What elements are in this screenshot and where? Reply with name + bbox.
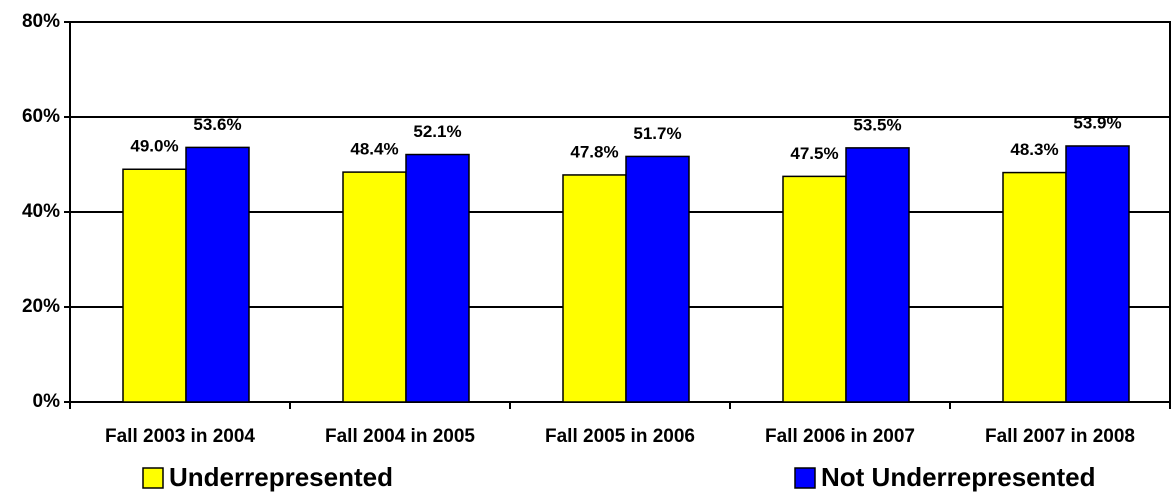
- value-label: 47.8%: [570, 142, 618, 161]
- x-tick-label: Fall 2005 in 2006: [545, 426, 695, 447]
- y-tick-label: 60%: [22, 106, 60, 127]
- y-tick-label: 40%: [22, 201, 60, 222]
- legend-swatch: [142, 467, 164, 489]
- legend-label: Not Underrepresented: [821, 462, 1096, 492]
- bar: [342, 171, 407, 403]
- y-tick-label: 80%: [22, 11, 60, 32]
- x-tick-label: Fall 2003 in 2004: [105, 426, 255, 447]
- bar: [562, 174, 627, 403]
- bar: [185, 146, 250, 403]
- bar: [845, 147, 910, 403]
- bar: [1065, 145, 1130, 403]
- legend-label: Underrepresented: [169, 462, 393, 492]
- value-label: 48.3%: [1010, 140, 1058, 159]
- x-tick-label: Fall 2006 in 2007: [765, 426, 915, 447]
- bar: [405, 153, 470, 403]
- value-label: 48.4%: [350, 140, 398, 159]
- x-tick-label: Fall 2004 in 2005: [325, 426, 475, 447]
- value-label: 49.0%: [130, 137, 178, 156]
- x-tick-label: Fall 2007 in 2008: [985, 426, 1135, 447]
- value-label: 53.9%: [1073, 113, 1121, 132]
- y-tick-label: 0%: [33, 391, 61, 412]
- value-label: 53.5%: [853, 115, 901, 134]
- y-tick-label: 20%: [22, 296, 60, 317]
- value-label: 47.5%: [790, 144, 838, 163]
- bar: [122, 168, 187, 403]
- value-label: 51.7%: [633, 124, 681, 143]
- bar: [782, 175, 847, 403]
- value-label: 53.6%: [193, 115, 241, 134]
- bar: [1002, 171, 1067, 403]
- bar: [625, 155, 690, 403]
- legend-swatch: [794, 467, 816, 489]
- value-label: 52.1%: [413, 122, 461, 141]
